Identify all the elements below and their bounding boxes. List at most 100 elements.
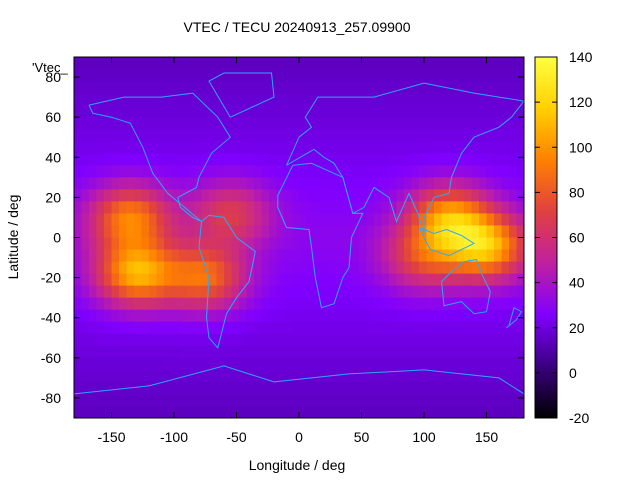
heatmap-cell xyxy=(171,165,180,178)
heatmap-cell xyxy=(141,285,150,299)
heatmap-cell xyxy=(351,333,360,347)
heatmap-cell xyxy=(321,69,330,82)
heatmap-cell xyxy=(464,81,472,94)
heatmap-cell xyxy=(359,237,367,251)
heatmap-cell xyxy=(89,81,97,94)
heatmap-cell xyxy=(276,345,285,359)
heatmap-cell xyxy=(126,369,135,383)
heatmap-cell xyxy=(164,309,172,323)
heatmap-cell xyxy=(494,369,502,383)
heatmap-cell xyxy=(276,309,285,323)
heatmap-cell xyxy=(201,165,210,178)
heatmap-cell xyxy=(224,381,232,395)
heatmap-cell xyxy=(359,333,367,347)
heatmap-cell xyxy=(486,237,495,251)
heatmap-cell xyxy=(284,369,292,383)
heatmap-cell xyxy=(411,405,420,418)
heatmap-cell xyxy=(186,189,195,202)
heatmap-cell xyxy=(216,285,225,299)
heatmap-cell xyxy=(141,261,150,275)
heatmap-cell xyxy=(74,237,82,251)
heatmap-cell xyxy=(111,81,120,94)
heatmap-cell xyxy=(104,225,112,238)
heatmap-cell xyxy=(104,201,112,214)
heatmap-cell xyxy=(344,153,352,166)
heatmap-cell xyxy=(434,141,442,154)
heatmap-cell xyxy=(374,369,382,383)
heatmap-cell xyxy=(501,69,510,82)
heatmap-cell xyxy=(389,381,397,395)
heatmap-cell xyxy=(479,117,487,130)
heatmap-cell xyxy=(486,81,495,94)
heatmap-cell xyxy=(516,297,524,311)
heatmap-cell xyxy=(231,393,240,407)
heatmap-cell xyxy=(284,141,292,154)
heatmap-cell xyxy=(471,273,480,287)
heatmap-cell xyxy=(366,81,375,94)
heatmap-cell xyxy=(104,105,112,118)
heatmap-cell xyxy=(329,129,337,142)
heatmap-cell xyxy=(389,141,397,154)
heatmap-cell xyxy=(164,129,172,142)
heatmap-cell xyxy=(261,81,270,94)
heatmap-cell xyxy=(486,117,495,130)
key-label: 'Vtec_ xyxy=(32,60,68,75)
heatmap-cell xyxy=(434,333,442,347)
heatmap-cell xyxy=(194,273,202,287)
heatmap-cell xyxy=(141,405,150,418)
heatmap-cell xyxy=(254,117,262,130)
heatmap-cell xyxy=(216,261,225,275)
heatmap-cell xyxy=(464,57,472,70)
heatmap-cell xyxy=(329,177,337,190)
heatmap-cell xyxy=(254,297,262,311)
heatmap-cell xyxy=(306,405,315,418)
heatmap-cell xyxy=(299,237,307,251)
heatmap-cell xyxy=(299,225,307,238)
heatmap-cell xyxy=(471,309,480,323)
heatmap-cell xyxy=(276,249,285,263)
heatmap-cell xyxy=(141,249,150,263)
heatmap-cell xyxy=(449,117,457,130)
heatmap-cell xyxy=(389,81,397,94)
y-tick-label: -80 xyxy=(41,390,61,406)
heatmap-cell xyxy=(119,81,127,94)
heatmap-cell xyxy=(479,345,487,359)
heatmap-cell xyxy=(434,273,442,287)
heatmap-cell xyxy=(314,93,322,106)
heatmap-cell xyxy=(246,105,255,118)
heatmap-cell xyxy=(269,69,277,82)
heatmap-cell xyxy=(179,357,187,371)
heatmap-cell xyxy=(419,345,427,359)
colorbar-tick-label: 40 xyxy=(569,275,585,291)
heatmap-cell xyxy=(516,177,524,190)
heatmap-cell xyxy=(479,225,487,238)
heatmap-cell xyxy=(479,213,487,226)
heatmap-cell xyxy=(156,381,165,395)
heatmap-cell xyxy=(149,117,157,130)
heatmap-cell xyxy=(254,81,262,94)
heatmap-cell xyxy=(171,57,180,70)
heatmap-cell xyxy=(126,213,135,226)
heatmap-cell xyxy=(201,213,210,226)
heatmap-cell xyxy=(381,297,390,311)
heatmap-cell xyxy=(81,357,90,371)
heatmap-cell xyxy=(134,369,142,383)
heatmap-cell xyxy=(111,165,120,178)
heatmap-cell xyxy=(456,309,465,323)
heatmap-cell xyxy=(141,93,150,106)
y-axis-label: Latitude / deg xyxy=(5,195,21,280)
heatmap-cell xyxy=(434,381,442,395)
heatmap-cell xyxy=(404,141,412,154)
heatmap-cell xyxy=(509,165,517,178)
heatmap-cell xyxy=(299,285,307,299)
heatmap-cell xyxy=(441,57,450,70)
heatmap-cell xyxy=(224,333,232,347)
heatmap-cell xyxy=(179,285,187,299)
heatmap-cell xyxy=(89,321,97,335)
heatmap-cell xyxy=(434,309,442,323)
heatmap-cell xyxy=(449,69,457,82)
heatmap-cell xyxy=(141,189,150,202)
heatmap-cell xyxy=(494,177,502,190)
heatmap-cell xyxy=(74,369,82,383)
heatmap-cell xyxy=(119,333,127,347)
